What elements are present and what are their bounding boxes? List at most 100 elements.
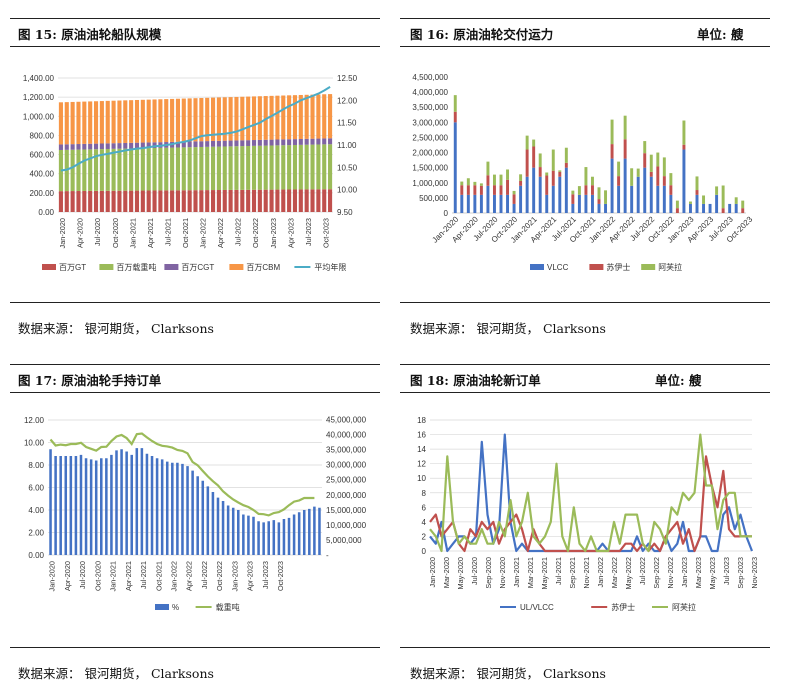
bar-segment [129, 100, 134, 143]
bar-segment [538, 167, 542, 177]
bar-segment [246, 189, 251, 212]
bar-segment [205, 146, 210, 191]
bar-segment [251, 145, 257, 190]
panel-18-bottom-rule [400, 647, 770, 648]
bar-segment [187, 147, 192, 191]
bar-orderbook-pct [237, 510, 240, 555]
bar-orderbook-pct [211, 492, 215, 555]
legend-label: UL/VLCC [520, 603, 554, 612]
bar-orderbook-pct [313, 506, 316, 555]
legend-label: 阿芙拉 [672, 602, 696, 612]
bar-segment [682, 149, 686, 213]
x-tick-label: Jan-2021 [512, 557, 521, 587]
bar-segment [610, 119, 614, 145]
bar-segment [93, 101, 99, 144]
bar-segment [715, 194, 719, 213]
bar-segment [669, 185, 673, 195]
panel-16-title: 图 16: 原油油轮交付运力 [410, 27, 554, 42]
panel-17-header-rule [10, 392, 380, 393]
y-tick-label: 0 [422, 547, 427, 556]
bar-segment [292, 95, 298, 140]
series-line-suezmax [429, 455, 752, 553]
bar-segment [519, 174, 523, 181]
x-tick-label: May-2023 [708, 557, 717, 589]
bar-segment [538, 153, 542, 168]
y-tick-label: 2,500,000 [412, 133, 448, 142]
bar-segment [175, 147, 180, 191]
x-tick-label: Sep-2021 [568, 557, 577, 589]
bar-segment [610, 158, 614, 213]
legend-swatch [164, 264, 179, 270]
x-tick-label: Oct-2022 [215, 561, 224, 591]
x-tick-label: May-2021 [540, 557, 549, 589]
bar-segment [499, 174, 503, 186]
bar-segment [269, 189, 274, 212]
y-right-tick-label: 10.50 [337, 163, 358, 172]
x-tick-label: Apr-2020 [76, 218, 85, 248]
y-tick-label: 10 [417, 474, 426, 483]
bar-segment [512, 194, 516, 204]
x-tick-label: Jul-2021 [163, 218, 172, 246]
bar-segment [129, 142, 134, 149]
bar-orderbook-pct [115, 450, 118, 555]
bar-segment [187, 141, 192, 148]
bar-segment [164, 190, 169, 212]
bar-segment [486, 161, 490, 176]
bar-segment [82, 190, 87, 212]
x-tick-label: Jul-2023 [304, 218, 313, 246]
legend-label: 百万CBM [246, 263, 280, 272]
y-tick-label: 6 [422, 503, 427, 512]
bar-segment [216, 190, 221, 212]
bar-segment [257, 139, 262, 146]
bar-segment [623, 115, 627, 140]
bar-segment [76, 191, 81, 212]
bar-segment [58, 191, 63, 212]
bar-segment [111, 148, 116, 191]
bar-segment [164, 99, 169, 143]
bar-orderbook-pct [206, 486, 210, 555]
x-tick-label: Jul-2021 [139, 561, 148, 589]
bar-segment [304, 138, 309, 145]
bar-segment [281, 145, 286, 190]
y-tick-label: 3,000,000 [412, 118, 448, 127]
bar-segment [669, 194, 673, 213]
bar-segment [257, 189, 262, 212]
bar-segment [702, 195, 706, 204]
legend-label: 苏伊士 [611, 602, 635, 612]
x-tick-label: Oct-2021 [181, 218, 190, 248]
y-right-tick-label: 30,000,000 [326, 461, 367, 470]
bar-orderbook-pct [54, 456, 57, 555]
bar-segment [111, 190, 116, 212]
bar-segment [76, 144, 81, 150]
bar-orderbook-pct [318, 507, 321, 555]
bar-segment [240, 140, 245, 147]
bar-segment [702, 203, 706, 213]
bar-segment [222, 146, 227, 190]
bar-segment [564, 147, 568, 163]
bar-segment [111, 100, 116, 144]
bar-segment [123, 190, 128, 212]
bar-segment [649, 176, 653, 213]
bar-segment [460, 185, 464, 195]
chart-fleet-size: 0.00 200.00 400.00 600.00 800.00 1,000.00 1,20… [23, 74, 358, 272]
bar-orderbook-pct [272, 520, 276, 555]
bar-segment [577, 186, 581, 195]
bar-segment [328, 144, 333, 190]
bar-segment [506, 194, 510, 213]
bar-segment [662, 176, 666, 186]
x-tick-label: Apr-2022 [185, 561, 194, 591]
bar-orderbook-pct [59, 456, 62, 555]
bar-segment [643, 141, 647, 154]
bar-segment [662, 185, 666, 213]
bar-orderbook-pct [247, 515, 250, 555]
bar-segment [123, 142, 128, 149]
bar-segment [175, 98, 180, 142]
bar-orderbook-pct [308, 508, 311, 555]
bar-orderbook-pct [282, 519, 286, 555]
y-tick-label: 3,500,000 [412, 103, 448, 112]
legend-swatch [155, 604, 169, 610]
bar-orderbook-pct [125, 451, 128, 555]
bar-segment [82, 143, 87, 150]
panel-15-top-rule [10, 18, 380, 19]
bar-segment [146, 148, 151, 191]
